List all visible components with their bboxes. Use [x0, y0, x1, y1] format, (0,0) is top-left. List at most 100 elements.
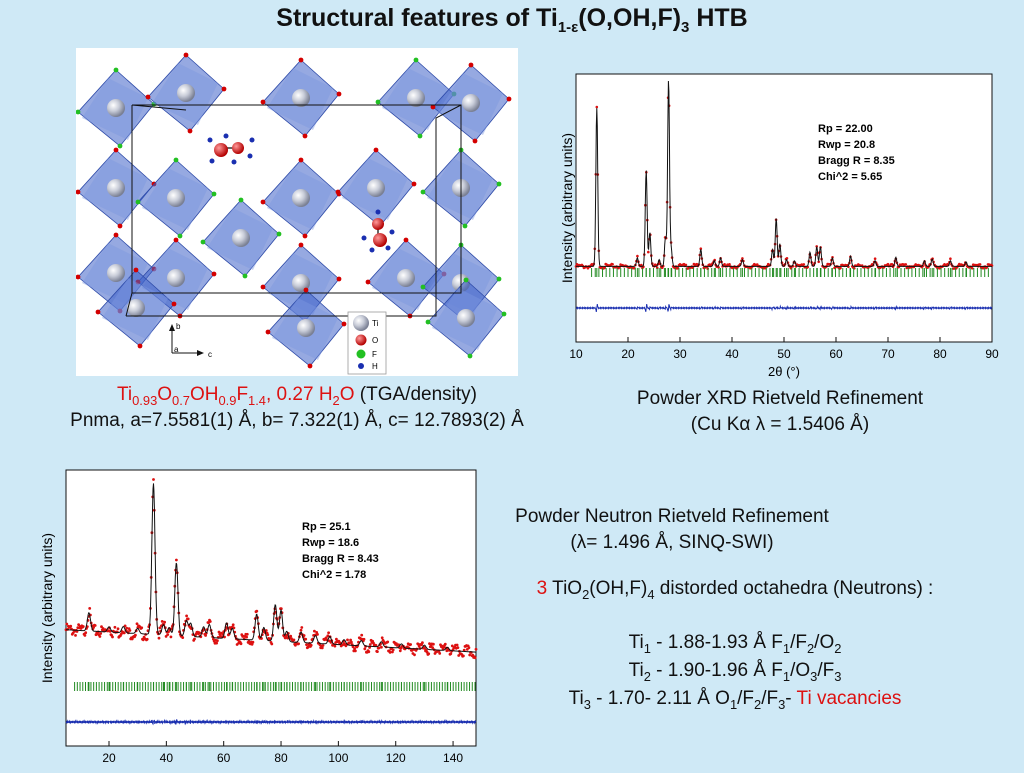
observed-point: [728, 263, 731, 266]
observed-point: [116, 627, 120, 631]
observed-point: [428, 642, 431, 645]
octahedron: [145, 52, 227, 134]
title-text: (O,OH,F): [578, 4, 682, 32]
x-tick-label: 50: [777, 347, 791, 361]
observed-point: [376, 650, 379, 653]
difference-line: [575, 304, 993, 313]
octahedron: [200, 197, 282, 279]
observed-point: [420, 643, 423, 647]
observed-point: [279, 607, 283, 611]
observed-point: [360, 633, 364, 637]
observed-point: [636, 254, 639, 258]
observed-point: [802, 263, 806, 266]
observed-point: [839, 266, 842, 270]
observed-point: [99, 632, 103, 635]
x-tick-label: 20: [621, 347, 635, 361]
x-tick: 40: [160, 741, 174, 765]
y-axis-label: Intensity (arbitrary units): [559, 133, 575, 283]
observed-point: [304, 637, 308, 641]
refinement-stat: Bragg R = 8.35: [818, 155, 895, 167]
observed-point: [101, 627, 105, 630]
observed-point: [166, 633, 170, 636]
observed-point: [160, 620, 164, 623]
observed-point: [239, 642, 243, 646]
observed-point: [391, 648, 395, 652]
observed-point: [245, 632, 249, 636]
x-tick-label: 20: [102, 751, 116, 765]
observed-point: [409, 643, 412, 646]
page-title: Structural features of Ti1-ε(O,OH,F)3 HT…: [0, 4, 1024, 36]
legend-h: H: [372, 362, 378, 371]
observed-point: [335, 637, 338, 641]
neutron-plot: 20 40 60 80 100 120 140 Intensity (arbitrary un…: [36, 464, 482, 773]
observed-point: [123, 624, 127, 628]
observed-series: [64, 478, 478, 660]
observed-point: [111, 635, 114, 639]
observed-point: [723, 263, 726, 266]
observed-point: [455, 643, 459, 647]
observed-point: [208, 620, 212, 623]
observed-point: [326, 634, 330, 638]
observed-point: [175, 558, 178, 562]
x-tick-label: 60: [217, 751, 231, 765]
observed-point: [134, 633, 137, 637]
observed-point: [374, 643, 378, 647]
x-tick-label: 90: [985, 347, 999, 361]
x-tick: 30: [673, 337, 687, 361]
neutron-chart: 20 40 60 80 100 120 140 Intensity (arbitrary un…: [39, 469, 478, 773]
octahedron: [335, 147, 417, 229]
observed-point: [655, 266, 659, 269]
observed-point: [164, 635, 168, 638]
observed-point: [391, 650, 394, 654]
observed-point: [417, 642, 420, 646]
observed-point: [413, 653, 416, 657]
ti1-line: Ti1 - 1.88-1.93 Å F1/F2/O2: [628, 632, 842, 656]
bragg-positions: [591, 268, 989, 277]
observed-point: [88, 607, 92, 610]
xrd-chart: 10 20 30 40 50 60 70 80 90 Intensity (arbitrary u…: [559, 73, 999, 379]
axis-label-b: b: [176, 322, 181, 331]
x-tick-label: 40: [160, 751, 174, 765]
x-tick: 10: [569, 337, 583, 361]
refinement-stat: Rp = 25.1: [302, 521, 351, 533]
octahedra-heading: 3 TiO2(OH,F)4 distorded octahedra (Neutr…: [536, 578, 934, 602]
observed-point: [363, 647, 367, 651]
observed-point: [949, 257, 952, 260]
observed-point: [432, 642, 435, 646]
observed-point: [74, 634, 77, 637]
observed-point: [320, 646, 324, 650]
observed-point: [309, 643, 313, 647]
observed-point: [467, 646, 471, 650]
observed-point: [197, 631, 201, 634]
observed-point: [380, 636, 384, 640]
observed-point: [443, 642, 447, 646]
refinement-stat: Chi^2 = 5.65: [818, 171, 882, 183]
octahedron: [265, 287, 347, 369]
refinement-stat: Rp = 22.00: [818, 123, 873, 135]
observed-point: [158, 626, 162, 630]
observed-point: [468, 653, 472, 657]
observed-point: [297, 642, 300, 646]
x-tick-label: 60: [829, 347, 843, 361]
octahedron: [430, 62, 512, 144]
x-tick-label: 70: [881, 347, 895, 361]
observed-point: [417, 644, 421, 648]
octahedron: [375, 57, 457, 139]
observed-point: [140, 626, 144, 630]
observed-point: [873, 257, 877, 260]
observed-point: [474, 647, 478, 651]
water-molecule: [207, 133, 255, 165]
legend-f: F: [372, 350, 377, 359]
x-tick: 100: [328, 741, 349, 765]
observed-point: [380, 645, 383, 649]
legend-ti: Ti: [372, 319, 379, 328]
observed-point: [302, 634, 306, 637]
xrd-caption-1: Powder XRD Rietveld Refinement: [636, 388, 924, 409]
x-axis-label: 2θ (°): [768, 364, 800, 379]
observed-point: [362, 637, 366, 641]
x-tick: 140: [443, 741, 463, 765]
bragg-positions: [74, 682, 476, 691]
refinement-stat: Rwp = 20.8: [818, 139, 875, 151]
difference-line: [65, 718, 477, 726]
observed-point: [251, 640, 255, 644]
